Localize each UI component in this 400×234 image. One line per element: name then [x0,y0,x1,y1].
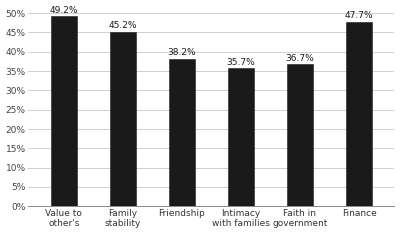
Text: 35.7%: 35.7% [226,58,255,67]
Bar [287,65,313,206]
Bar [50,16,77,206]
Text: 36.7%: 36.7% [286,54,314,63]
Text: 45.2%: 45.2% [109,21,137,30]
Bar [346,22,372,206]
Bar [169,59,195,206]
Text: 38.2%: 38.2% [168,48,196,57]
Text: 47.7%: 47.7% [345,11,373,20]
Bar [110,32,136,206]
Text: 49.2%: 49.2% [50,6,78,15]
Bar [228,68,254,206]
